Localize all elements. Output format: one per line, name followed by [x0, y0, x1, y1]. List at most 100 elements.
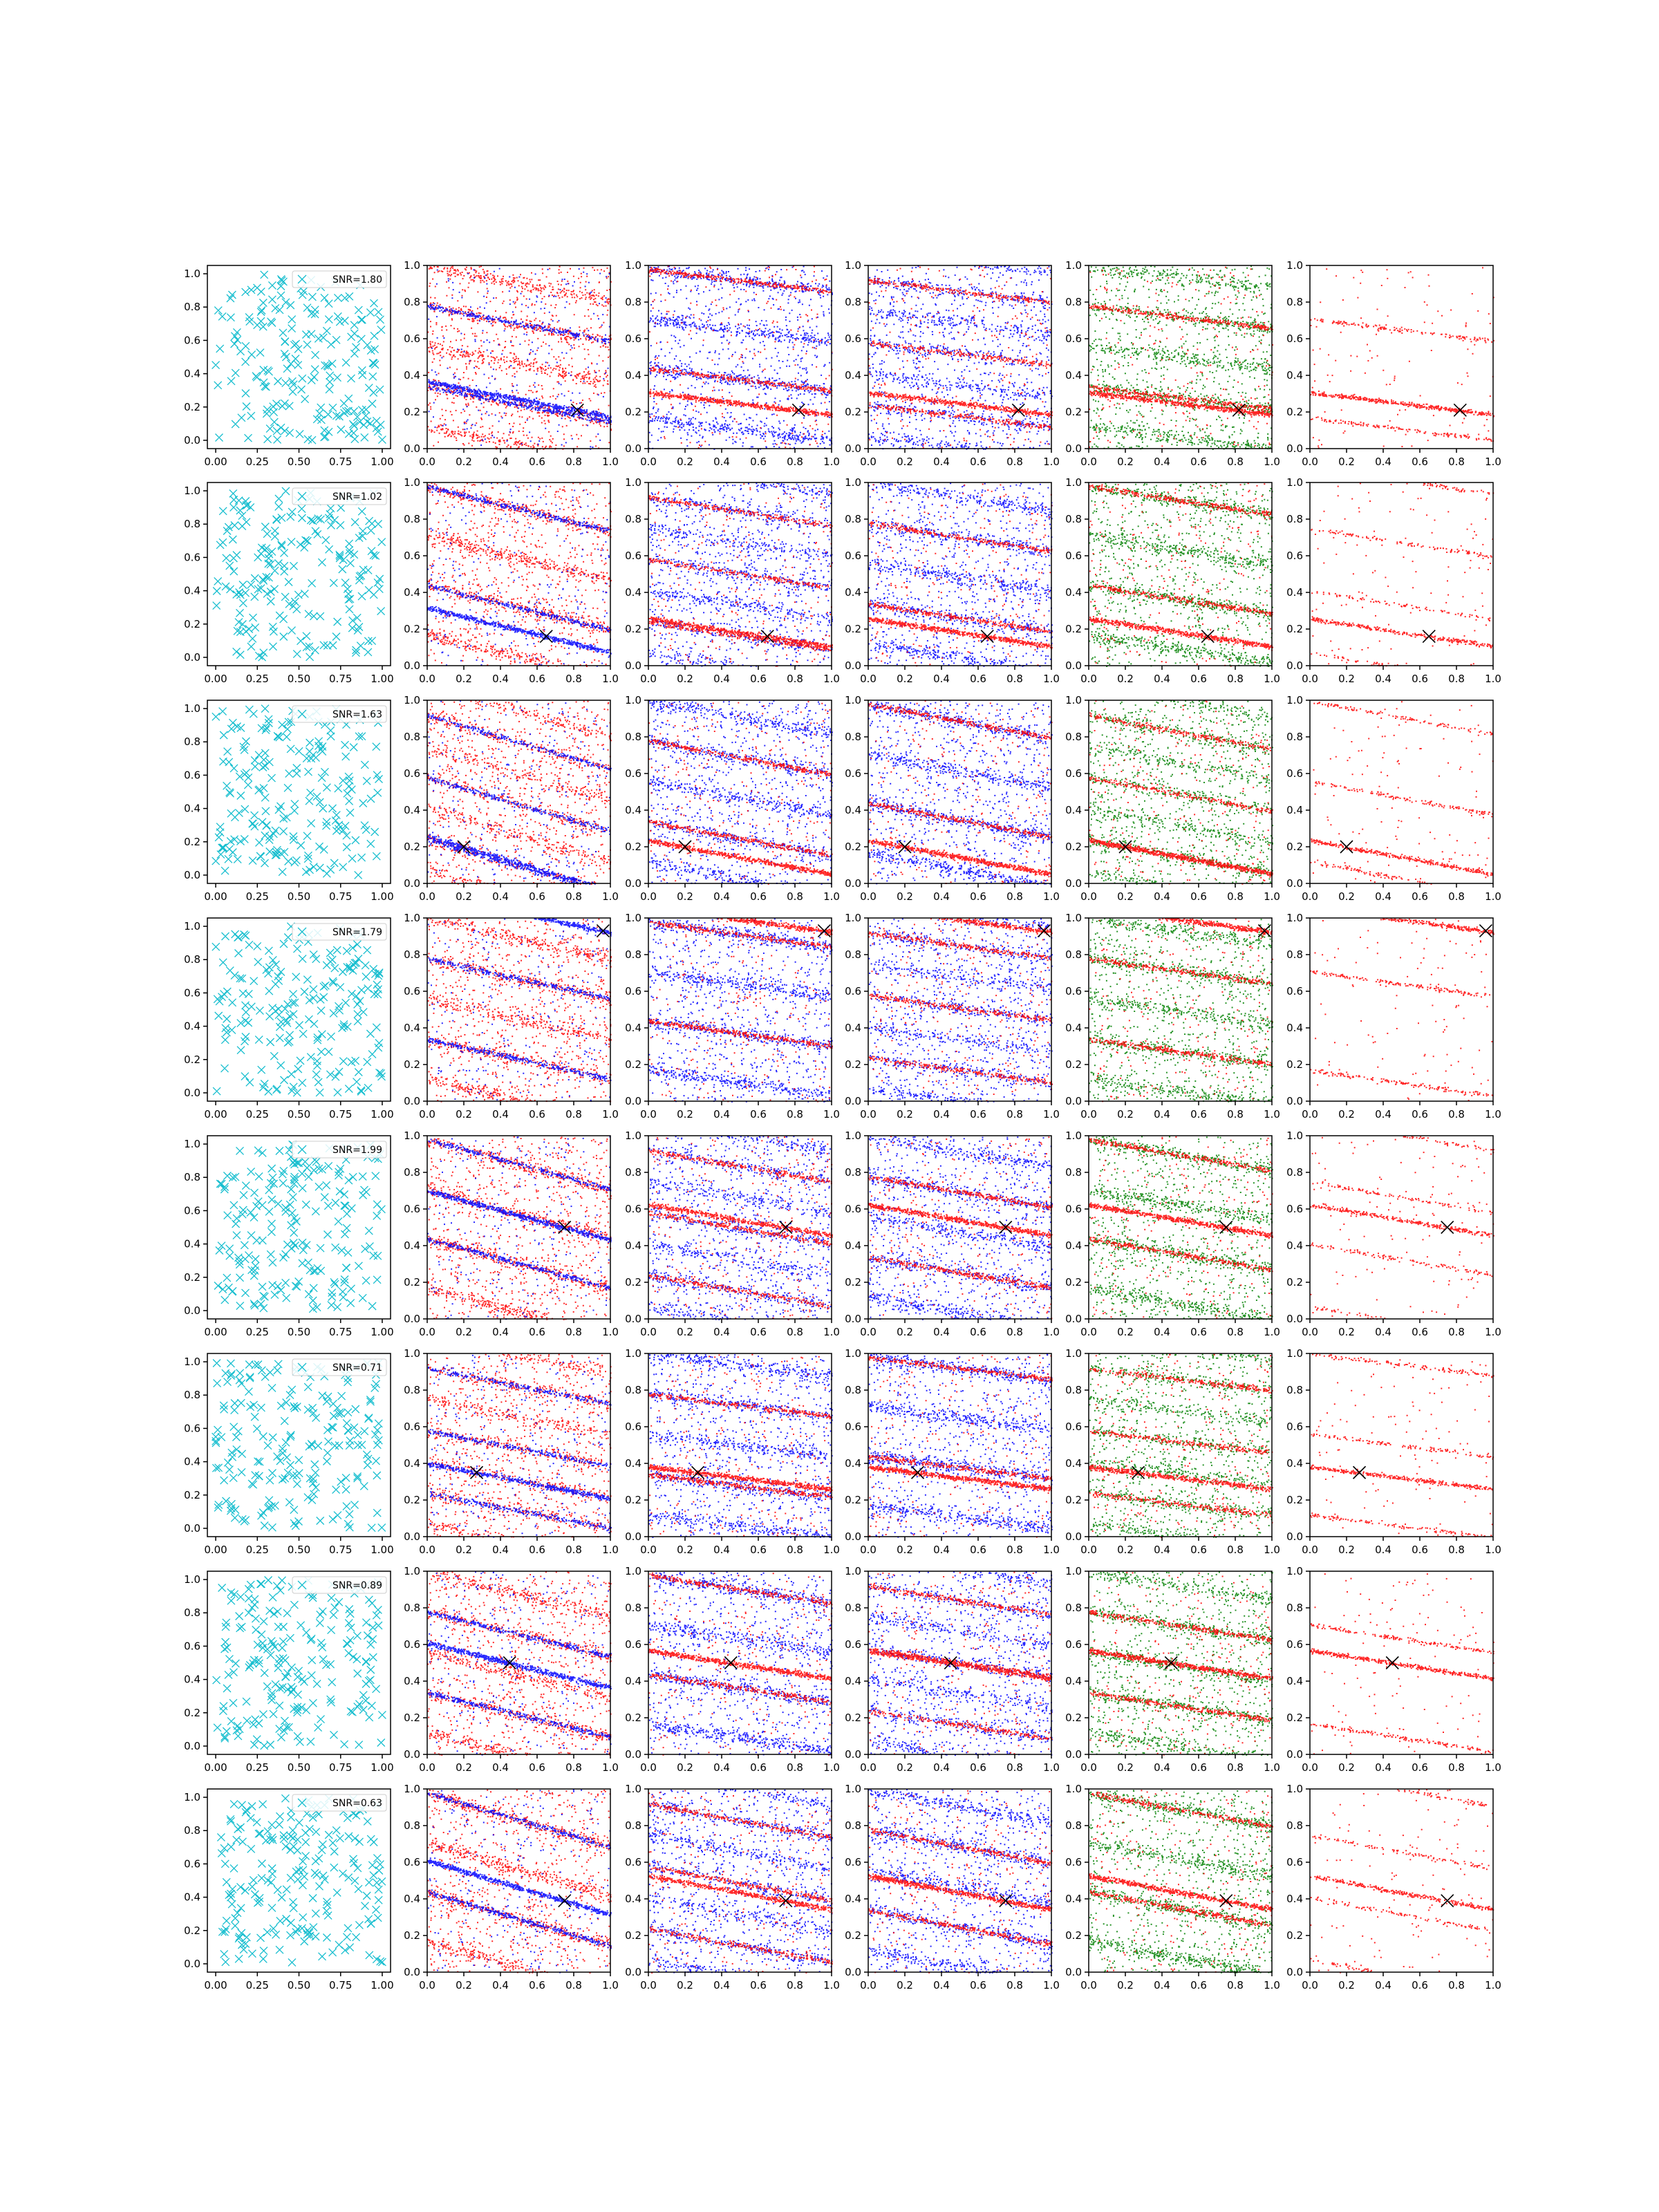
x-tick-label: 0.4 [933, 1108, 950, 1121]
y-tick-label: 1.0 [1065, 1565, 1082, 1577]
x-tick-label: 0.6 [1412, 1108, 1428, 1121]
y-tick-label: 0.2 [404, 1276, 420, 1288]
y-tick-label: 0.6 [404, 1638, 420, 1651]
x-tick-label: 0.4 [713, 1544, 730, 1556]
y-tick-label: 0.4 [404, 1239, 420, 1252]
panel-r1-c3: 0.0 0.2 0.4 0.6 0.8 1.0 0.0 0.2 0.4 0.6 0.8 1.0 [625, 259, 840, 468]
y-tick-label: 0.2 [845, 1058, 861, 1071]
y-tick-label: 0.2 [625, 1929, 641, 1942]
x-tick-label: 0.8 [1448, 1326, 1465, 1338]
y-tick-label: 0.0 [1286, 1095, 1303, 1107]
y-tick-label: 0.8 [845, 1819, 861, 1832]
x-tick-label: 0.6 [529, 456, 545, 468]
y-tick-label: 0.6 [404, 332, 420, 345]
x-tick-label: 0.6 [750, 1761, 767, 1774]
y-tick-label: 1.0 [184, 1791, 200, 1803]
x-tick-label: 0.6 [970, 1761, 986, 1774]
axes-frame [427, 1571, 611, 1755]
x-tick-label: 1.0 [1264, 890, 1280, 903]
x-tick-label: 0.6 [529, 890, 545, 903]
target-marker [539, 630, 553, 644]
target-marker [999, 1220, 1013, 1235]
target-marker [980, 630, 994, 644]
signal-points [868, 483, 1053, 667]
x-tick-label: 0.6 [970, 456, 986, 468]
background-points [648, 1136, 833, 1320]
x-tick-label: 0.2 [677, 456, 693, 468]
x-tick-label: 0.2 [1338, 456, 1355, 468]
target-marker [817, 924, 831, 938]
y-tick-label: 0.2 [845, 623, 861, 635]
y-tick-label: 0.4 [1065, 804, 1082, 816]
y-tick-label: 0.0 [625, 1313, 641, 1325]
x-tick-label: 0.4 [713, 890, 730, 903]
y-tick-label: 0.2 [845, 1494, 861, 1506]
x-tick-label: 0.4 [713, 456, 730, 468]
y-tick-label: 0.6 [184, 1204, 200, 1217]
y-tick-label: 0.6 [625, 550, 641, 562]
axes-frame [427, 1135, 611, 1320]
x-tick-label: 0.6 [970, 1108, 986, 1121]
x-tick-label: 0.2 [1117, 1326, 1134, 1338]
y-tick-label: 0.6 [845, 1421, 861, 1433]
y-tick-label: 0.8 [404, 731, 420, 743]
y-tick-label: 1.0 [184, 268, 200, 280]
panel-r2-c3: 0.0 0.2 0.4 0.6 0.8 1.0 0.0 0.2 0.4 0.6 0.8 1.0 [625, 476, 840, 685]
legend-box [292, 705, 387, 723]
y-tick-label: 0.4 [845, 586, 861, 599]
y-tick-label: 1.0 [1286, 259, 1303, 272]
y-tick-label: 0.0 [404, 659, 420, 672]
panel-r8-c4: 0.0 0.2 0.4 0.6 0.8 1.0 0.0 0.2 0.4 0.6 0.8 1.0 [845, 1783, 1060, 1991]
panel-r8-c5: 0.0 0.2 0.4 0.6 0.8 1.0 0.0 0.2 0.4 0.6 0.8 1.0 [1065, 1783, 1280, 1991]
y-tick-label: 0.0 [404, 1530, 420, 1543]
axes-frame [1088, 265, 1273, 449]
y-tick-label: 0.2 [1065, 1058, 1082, 1071]
y-tick-label: 0.6 [845, 767, 861, 780]
y-tick-label: 0.8 [404, 1602, 420, 1614]
axes-frame [648, 700, 832, 884]
panel-r4-c1: SNR=1.79 0.00 0.25 0.50 0.75 1.00 0.0 0.2 0.4 0.6… [184, 917, 394, 1121]
legend-cross-icon [297, 1145, 307, 1154]
y-tick-label: 0.8 [184, 1171, 200, 1183]
panel-r4-c5: 0.0 0.2 0.4 0.6 0.8 1.0 0.0 0.2 0.4 0.6 0.8 1.0 [1065, 912, 1280, 1121]
axes-frame [427, 265, 611, 449]
x-tick-label: 0.6 [750, 1544, 767, 1556]
x-tick-label: 0.6 [529, 1979, 545, 1991]
x-tick-label: 0.4 [492, 673, 509, 685]
legend-cross-icon [297, 1580, 307, 1590]
plot-area [207, 1353, 391, 1537]
y-tick-label: 0.2 [845, 1712, 861, 1724]
axes-frame [648, 1353, 832, 1537]
y-tick-label: 0.0 [404, 1966, 420, 1978]
y-tick-label: 0.8 [845, 948, 861, 961]
y-tick-label: 0.6 [625, 1856, 641, 1868]
x-tick-label: 0.0 [1080, 673, 1097, 685]
x-tick-label: 1.0 [823, 1326, 840, 1338]
y-tick-label: 0.0 [845, 1313, 861, 1325]
target-marker [1164, 1656, 1178, 1670]
target-marker [678, 840, 692, 854]
panel-r2-c1: SNR=1.02 0.00 0.25 0.50 0.75 1.00 0.0 0.2 0.4 0.6… [184, 482, 394, 685]
y-tick-label: 0.2 [184, 1053, 200, 1066]
x-tick-label: 0.00 [204, 1326, 227, 1338]
y-tick-label: 1.0 [845, 1347, 861, 1360]
target-marker [1037, 924, 1051, 938]
axes-frame [1088, 1571, 1273, 1755]
y-tick-label: 0.4 [1065, 1239, 1082, 1252]
panel-r5-c2: 0.0 0.2 0.4 0.6 0.8 1.0 0.0 0.2 0.4 0.6 0.8 1.0 [404, 1130, 619, 1338]
y-tick-label: 0.8 [845, 513, 861, 525]
y-tick-label: 0.6 [404, 1856, 420, 1868]
x-tick-label: 0.2 [897, 1979, 913, 1991]
x-tick-label: 0.0 [1080, 1326, 1097, 1338]
y-tick-label: 0.6 [1286, 1421, 1303, 1433]
y-tick-label: 0.2 [184, 1924, 200, 1937]
y-tick-label: 1.0 [625, 694, 641, 706]
x-tick-label: 0.0 [1080, 1761, 1097, 1774]
plot-area [207, 918, 391, 1101]
snr-legend-label: SNR=1.79 [332, 927, 382, 938]
y-tick-label: 0.2 [625, 1058, 641, 1071]
plot-area [427, 1571, 610, 1754]
y-tick-label: 1.0 [845, 694, 861, 706]
signal-points [868, 1571, 1053, 1755]
x-tick-label: 0.2 [1338, 1326, 1355, 1338]
